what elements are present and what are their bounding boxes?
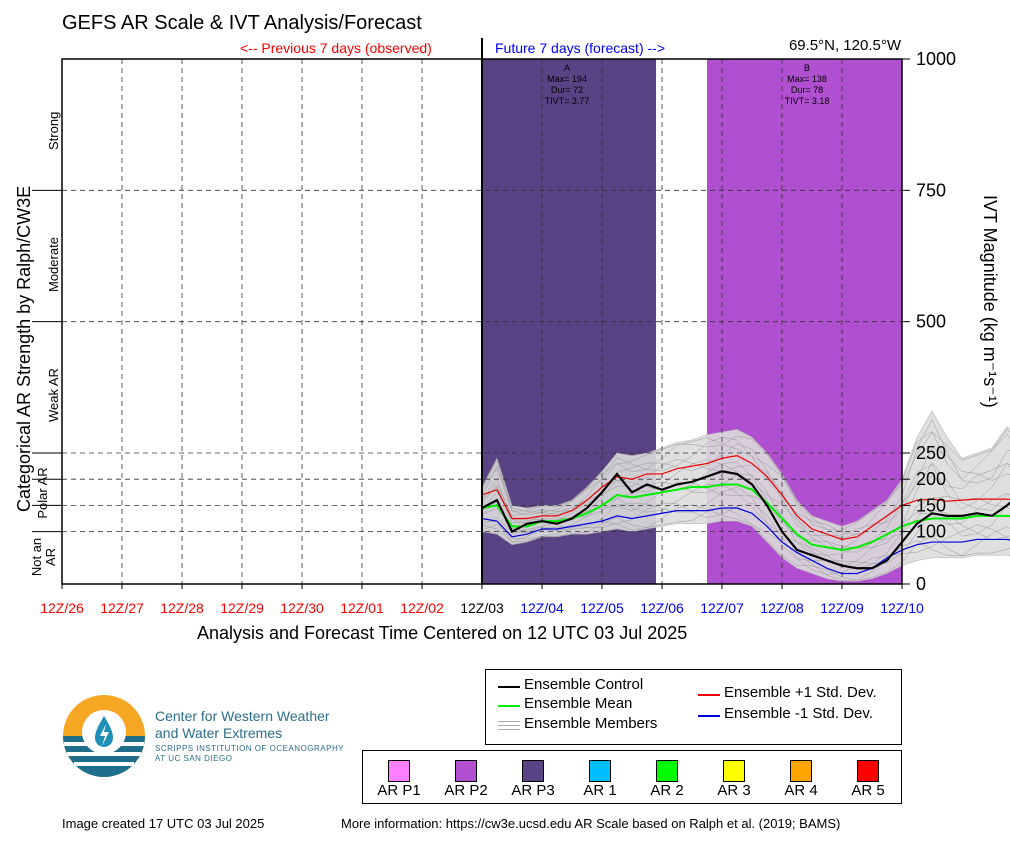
more-info: More information: https://cw3e.ucsd.edu … [341,816,841,831]
cw3e-logo [63,695,145,777]
logo-line4: AT UC SAN DIEGO [155,754,233,763]
ensemble-member-line [481,474,1010,556]
ensemble-member-line [481,484,1010,569]
chart-title: GEFS AR Scale & IVT Analysis/Forecast [62,12,422,34]
ensemble-member-line [481,462,1010,549]
logo-line2: and Water Extremes [155,725,283,741]
legend-mean-swatch [498,705,520,707]
ensemble-member-line [481,419,1010,535]
x-axis-label: Analysis and Forecast Time Centered on 1… [197,623,688,643]
x-tick-label: 12Z/02 [400,600,444,616]
x-tick-label: 12Z/28 [160,600,204,616]
x-tick-label: 12Z/04 [520,600,564,616]
swatch-label: AR P3 [511,782,555,799]
y-tick-label: 250 [916,443,946,463]
ensemble-member-line [481,486,1010,564]
event-a-annotation: A Max= 194 Dur= 72 TIVT= 3.77 [512,63,622,107]
ensemble-member-line [481,428,1010,539]
legend-control-label: Ensemble Control [524,676,644,693]
swatch-ar-2 [656,760,678,782]
legend-plus-std-swatch [698,694,720,696]
swatch-label: AR 2 [650,782,684,799]
line-legend: Ensemble Control Ensemble Mean Ensemble … [485,669,902,745]
ensemble-member-line [481,432,1010,531]
future-period-label: Future 7 days (forecast) --> [495,40,666,56]
y-tick-label: 200 [916,469,946,489]
x-tick-label: 12Z/29 [220,600,264,616]
legend-mean-label: Ensemble Mean [524,695,633,712]
logo-line3: SCRIPPS INSTITUTION OF OCEANOGRAPHY [155,744,345,753]
event-b-dur: Dur= 78 [790,85,824,95]
y-tick-label: 750 [916,180,946,200]
y-tick-label: 150 [916,495,946,515]
x-tick-label: 12Z/01 [340,600,384,616]
event-b-annotation: B Max= 138 Dur= 78 TIVT= 3.18 [752,63,862,107]
x-tick-label: 12Z/09 [820,600,864,616]
legend-control-swatch [498,686,520,688]
event-a-tivt: TIVT= 3.77 [544,96,590,106]
event-b-tivt: TIVT= 3.18 [784,96,830,106]
x-tick-label: 12Z/08 [760,600,804,616]
previous-period-label: <-- Previous 7 days (observed) [240,40,432,56]
created-timestamp: Image created 17 UTC 03 Jul 2025 [62,816,265,831]
x-tick-label: 12Z/07 [700,600,744,616]
x-tick-label: 12Z/30 [280,600,324,616]
ensemble-member-line [481,502,1010,575]
y-tick-label: 500 [916,312,946,332]
legend-members-swatch-a [498,721,520,722]
legend-members-label: Ensemble Members [524,715,658,732]
event-b-max: Max= 138 [787,74,827,84]
legend-minus-std-label: Ensemble -1 Std. Dev. [724,705,873,722]
swatch-label: AR 3 [717,782,751,799]
x-tick-label: 12Z/03 [460,600,504,616]
series-line-control-top [481,470,1010,570]
legend-plus-std-label: Ensemble +1 Std. Dev. [724,684,877,701]
swatch-label: AR 1 [583,782,617,799]
ar-category-legend: AR P1 AR P2 AR P3 AR 1 AR 2 AR 3 AR 4 AR 5 [362,750,902,804]
y-tick-label: 1000 [916,49,956,69]
legend-minus-std-swatch [698,715,720,717]
swatch-ar-4 [790,760,812,782]
x-tick-label: 12Z/26 [40,600,84,616]
x-tick-label: 12Z/10 [880,600,924,616]
legend-members-swatch-b [498,725,520,726]
swatch-label: AR 5 [851,782,885,799]
ensemble-member-line [481,504,1010,581]
legend-members-swatch-c [498,729,520,730]
swatch-ar-p1 [388,760,410,782]
y-tick-label: 0 [916,574,926,594]
series-line-ensemble-1-std-dev- [481,507,1010,575]
event-a-id: A [563,63,570,73]
event-b-id: B [803,63,810,73]
ensemble-member-line [481,482,1010,567]
swatch-label: AR P1 [377,782,421,799]
y-tick-label: 100 [916,522,946,542]
x-tick-label: 12Z/05 [580,600,624,616]
series-line-ensemble-mean [481,483,1010,551]
swatch-label: AR 4 [784,782,818,799]
ensemble-member-line [481,507,1010,581]
x-tick-label: 12Z/27 [100,600,144,616]
swatch-ar-3 [723,760,745,782]
swatch-ar-5 [857,760,879,782]
location-coords: 69.5°N, 120.5°W [788,37,901,54]
event-a-dur: Dur= 72 [550,85,584,95]
swatch-label: AR P2 [444,782,488,799]
swatch-ar-p3 [522,760,544,782]
x-tick-label: 12Z/06 [640,600,684,616]
event-a-max: Max= 194 [547,74,587,84]
swatch-ar-1 [589,760,611,782]
swatch-ar-p2 [455,760,477,782]
logo-line1: Center for Western Weather [155,708,330,724]
